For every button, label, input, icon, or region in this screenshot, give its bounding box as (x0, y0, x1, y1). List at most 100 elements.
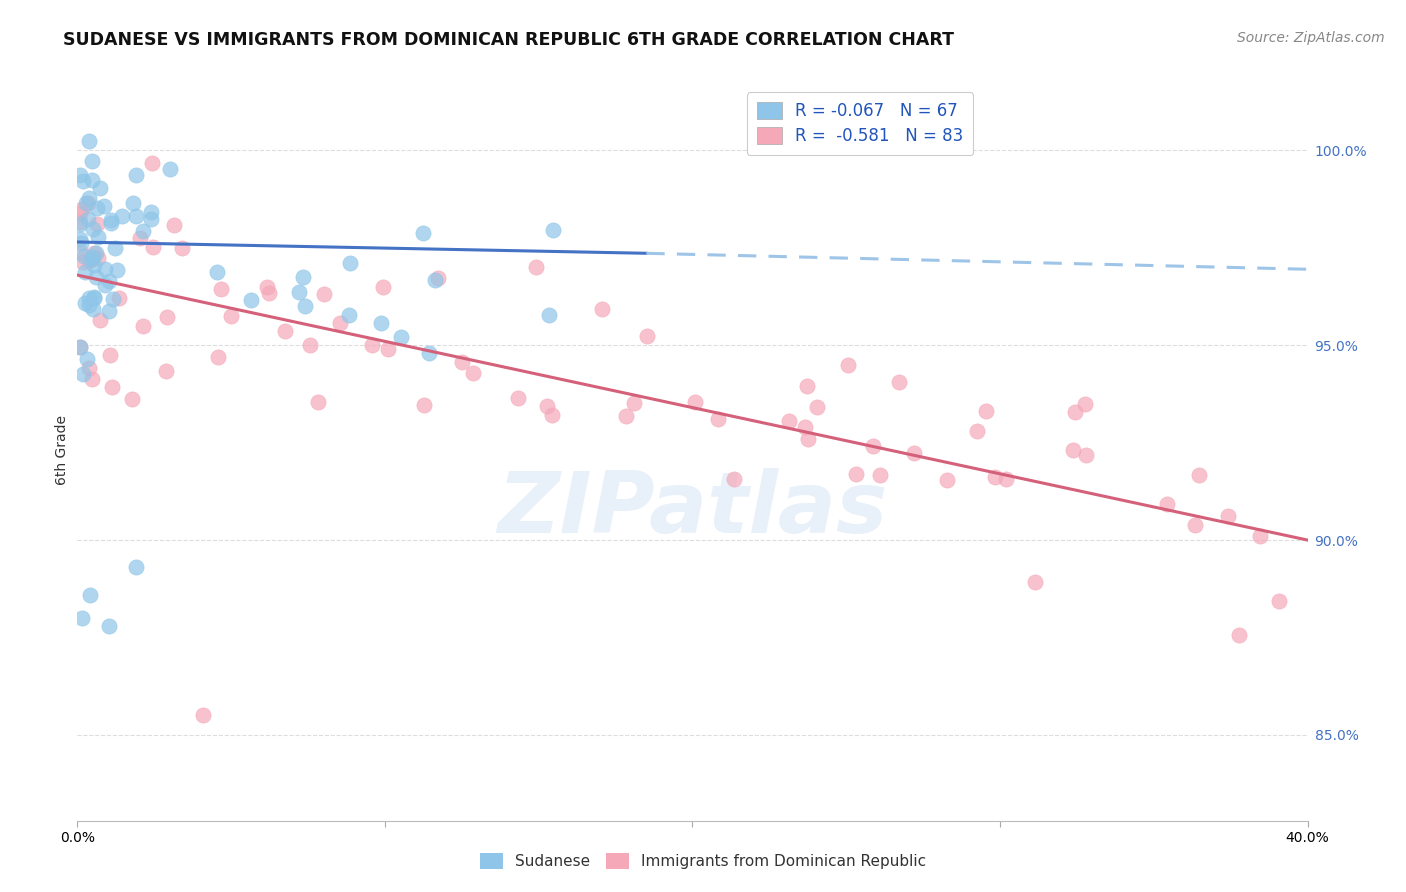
Point (69, 339, 91, 353)
Point (82, 154, 104, 169)
Point (636, 329, 658, 343)
Point (371, 280, 394, 294)
Point (139, 212, 162, 227)
Point (506, 391, 529, 405)
Point (159, 161, 181, 176)
Point (121, 195, 143, 210)
Point (1074, 449, 1097, 463)
Point (1074, 397, 1097, 411)
Point (540, 409, 562, 423)
Point (100, 216, 122, 230)
Point (207, 350, 229, 364)
Point (412, 226, 434, 240)
Point (69, 232, 91, 246)
Point (191, 708, 214, 723)
Point (89, 180, 111, 194)
Point (82, 250, 104, 264)
Point (256, 280, 278, 294)
Point (257, 285, 280, 300)
Point (132, 318, 155, 333)
Point (76, 196, 98, 211)
Point (1188, 468, 1211, 483)
Point (83, 258, 105, 272)
Point (425, 273, 447, 287)
Point (845, 467, 868, 481)
Point (994, 472, 1017, 486)
Point (461, 366, 484, 380)
Point (869, 468, 891, 483)
Point (299, 337, 322, 351)
Point (1024, 574, 1046, 589)
Point (155, 364, 177, 378)
Point (121, 392, 143, 407)
Point (89, 312, 111, 326)
Point (77, 254, 100, 268)
Point (129, 231, 152, 245)
Point (86, 201, 108, 215)
Point (83, 246, 105, 260)
Point (591, 301, 613, 316)
Point (543, 223, 565, 237)
Point (862, 439, 884, 453)
Point (389, 330, 412, 344)
Point (75, 265, 97, 279)
Point (837, 358, 859, 372)
Point (69, 217, 91, 231)
Point (83, 291, 105, 305)
Point (79, 588, 101, 602)
Point (72, 174, 94, 188)
Point (97, 304, 120, 318)
Point (101, 379, 124, 393)
Point (983, 470, 1005, 484)
Point (132, 224, 155, 238)
Point (614, 409, 637, 423)
Point (69, 340, 91, 354)
Point (86, 245, 108, 260)
Point (1184, 518, 1206, 533)
Point (288, 285, 311, 299)
Point (793, 420, 815, 434)
Point (73, 249, 96, 263)
Point (360, 338, 382, 352)
Point (70, 235, 93, 250)
Point (142, 240, 165, 254)
Point (69, 168, 91, 182)
Point (370, 316, 392, 330)
Point (450, 355, 472, 369)
Point (77, 298, 100, 312)
Point (537, 308, 560, 322)
Point (1216, 508, 1239, 523)
Point (82, 302, 104, 317)
Point (72, 367, 94, 381)
Point (312, 287, 335, 301)
Point (69, 245, 91, 260)
Point (141, 156, 163, 170)
Point (806, 401, 828, 415)
Point (97, 619, 120, 633)
Point (723, 472, 745, 486)
Point (107, 291, 129, 305)
Point (77, 134, 100, 148)
Point (75, 196, 97, 211)
Point (1156, 497, 1178, 511)
Point (796, 433, 818, 447)
Point (623, 396, 645, 410)
Text: ZIPatlas: ZIPatlas (498, 468, 887, 551)
Point (87, 230, 110, 244)
Point (536, 399, 558, 413)
Point (76, 352, 98, 367)
Point (87, 251, 110, 265)
Point (93, 262, 115, 277)
Point (77, 212, 100, 227)
Point (377, 343, 399, 357)
Point (683, 395, 706, 409)
Point (103, 241, 125, 255)
Point (205, 265, 228, 279)
Point (274, 324, 297, 338)
Point (418, 345, 440, 359)
Point (219, 310, 242, 324)
Y-axis label: 6th Grade: 6th Grade (55, 416, 69, 485)
Point (84, 270, 107, 285)
Point (79, 361, 101, 376)
Point (111, 209, 134, 223)
